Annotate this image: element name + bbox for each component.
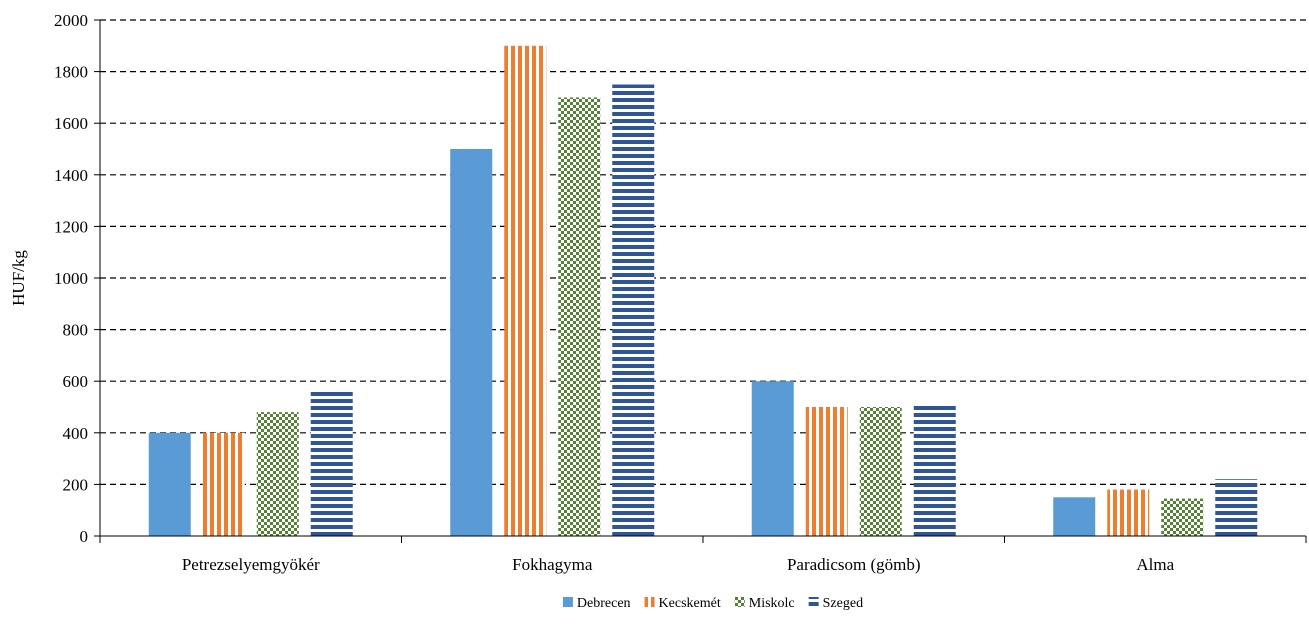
- labels: 0 200 400 600 800 1000 1200 1400 1600 1800 2000 Pet…: [54, 11, 1175, 574]
- y-tick-label: 0: [80, 527, 89, 546]
- y-axis-title: HUF/kg: [9, 250, 28, 306]
- bar-kecskemét-3: [1107, 489, 1150, 536]
- y-tick-label: 1600: [54, 114, 88, 133]
- legend-label: Miskolc: [749, 596, 795, 611]
- bar-szeged-0: [310, 391, 353, 536]
- bars: [148, 45, 1258, 537]
- legend-swatch-szeged: [808, 597, 819, 607]
- bar-miskolc-0: [256, 412, 299, 536]
- legend-label: Szeged: [823, 596, 863, 611]
- y-tick-label: 1000: [54, 269, 88, 288]
- bar-kecskemét-0: [202, 432, 245, 536]
- bar-szeged-1: [612, 84, 655, 536]
- bar-szeged-2: [913, 404, 956, 536]
- x-category-label: Petrezselyemgyökér: [182, 555, 320, 574]
- y-tick-label: 600: [63, 372, 89, 391]
- bar-kecskemét-1: [504, 45, 547, 537]
- legend-swatch-kecskemét: [644, 597, 655, 607]
- gridlines: [100, 19, 1306, 485]
- y-tick-label: 200: [63, 475, 89, 494]
- bar-miskolc-1: [558, 97, 601, 537]
- y-tick-label: 1400: [54, 166, 88, 185]
- x-category-label: Paradicsom (gömb): [787, 555, 921, 574]
- bar-debrecen-3: [1053, 497, 1096, 536]
- legend-label: Debrecen: [577, 596, 631, 611]
- legend: Debrecen Kecskemét Miskolc Szeged: [562, 596, 863, 611]
- x-category-label: Alma: [1136, 555, 1174, 574]
- y-tick-label: 1800: [54, 63, 88, 82]
- legend-swatch-debrecen: [562, 597, 573, 607]
- bar-kecskemét-2: [805, 407, 848, 536]
- bar-miskolc-3: [1161, 498, 1204, 536]
- axes: [94, 19, 1307, 543]
- legend-label: Kecskemét: [659, 596, 721, 611]
- y-tick-label: 400: [63, 424, 89, 443]
- bar-miskolc-2: [859, 407, 902, 536]
- y-tick-label: 1200: [54, 217, 88, 236]
- bar-debrecen-1: [450, 149, 493, 536]
- y-tick-label: 2000: [54, 11, 88, 30]
- y-tick-label: 800: [63, 321, 89, 340]
- x-category-label: Fokhagyma: [512, 555, 593, 574]
- legend-swatch-miskolc: [734, 597, 745, 607]
- bar-debrecen-0: [148, 432, 191, 536]
- bar-szeged-3: [1215, 479, 1258, 536]
- bar-debrecen-2: [751, 381, 794, 536]
